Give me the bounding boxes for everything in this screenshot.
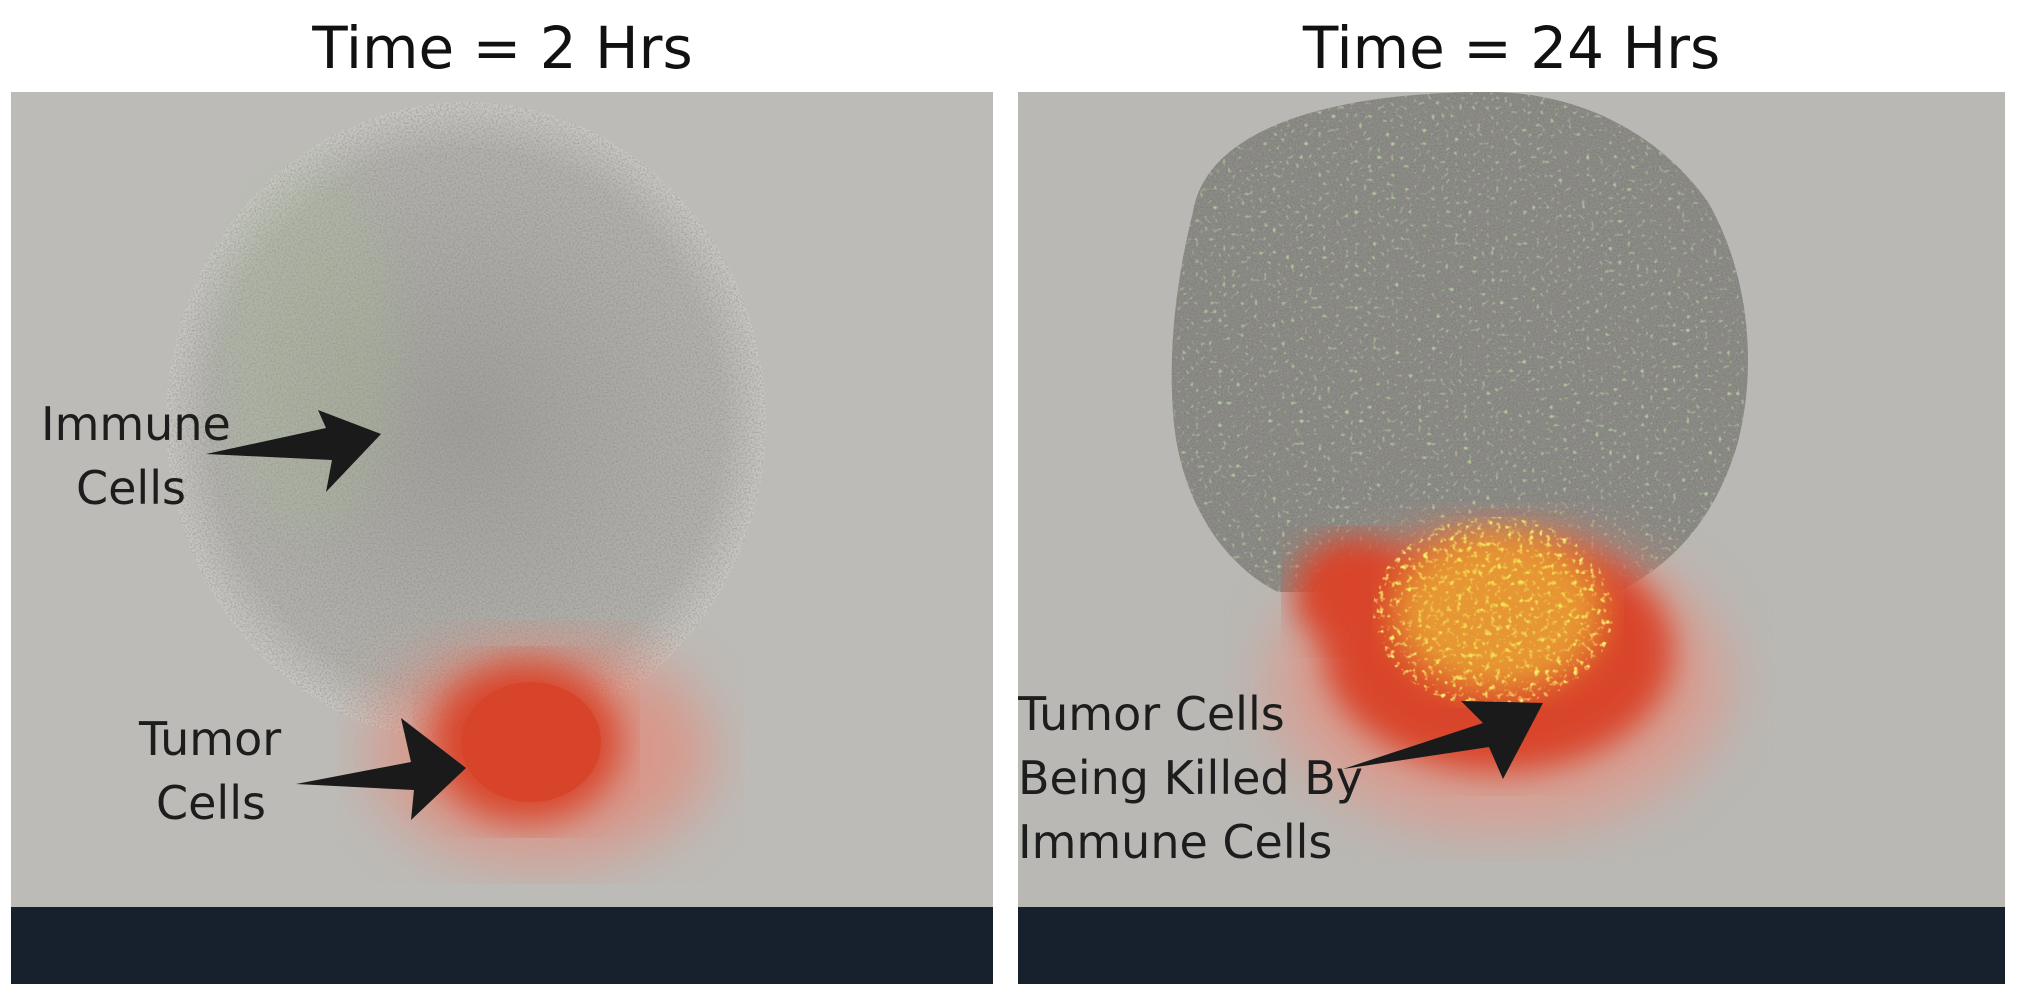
panel-title-2hrs: Time = 2 Hrs <box>312 14 693 82</box>
label-line: Immune Cells <box>1018 815 1333 869</box>
label-line: Tumor Cells <box>1018 687 1285 741</box>
label-line: Cells <box>76 461 186 515</box>
tumor-cells-arrow <box>296 718 466 820</box>
microscopy-2hrs-graphic <box>11 92 993 907</box>
bottom-bar <box>11 907 993 984</box>
label-line: Being Killed By <box>1018 751 1364 805</box>
bottom-bar <box>1018 907 2005 984</box>
label-line: Tumor <box>139 712 282 766</box>
killed-cells-arrow <box>1343 701 1543 779</box>
microscopy-24hrs-graphic <box>1018 92 2005 907</box>
immune-cells-label: Immune Cells <box>41 392 231 520</box>
tumor-killed-label: Tumor Cells Being Killed By Immune Cells <box>1018 682 1363 874</box>
label-line: Cells <box>156 776 266 830</box>
microscopy-image-2hrs: Immune Cells Tumor Cells <box>11 92 993 984</box>
immune-cells-arrow <box>206 410 381 492</box>
microscopy-image-24hrs: Tumor Cells Being Killed By Immune Cells <box>1018 92 2005 984</box>
label-line: Immune <box>41 397 231 451</box>
panel-title-24hrs: Time = 24 Hrs <box>1302 14 1721 82</box>
tumor-cells-label: Tumor Cells <box>139 707 281 835</box>
